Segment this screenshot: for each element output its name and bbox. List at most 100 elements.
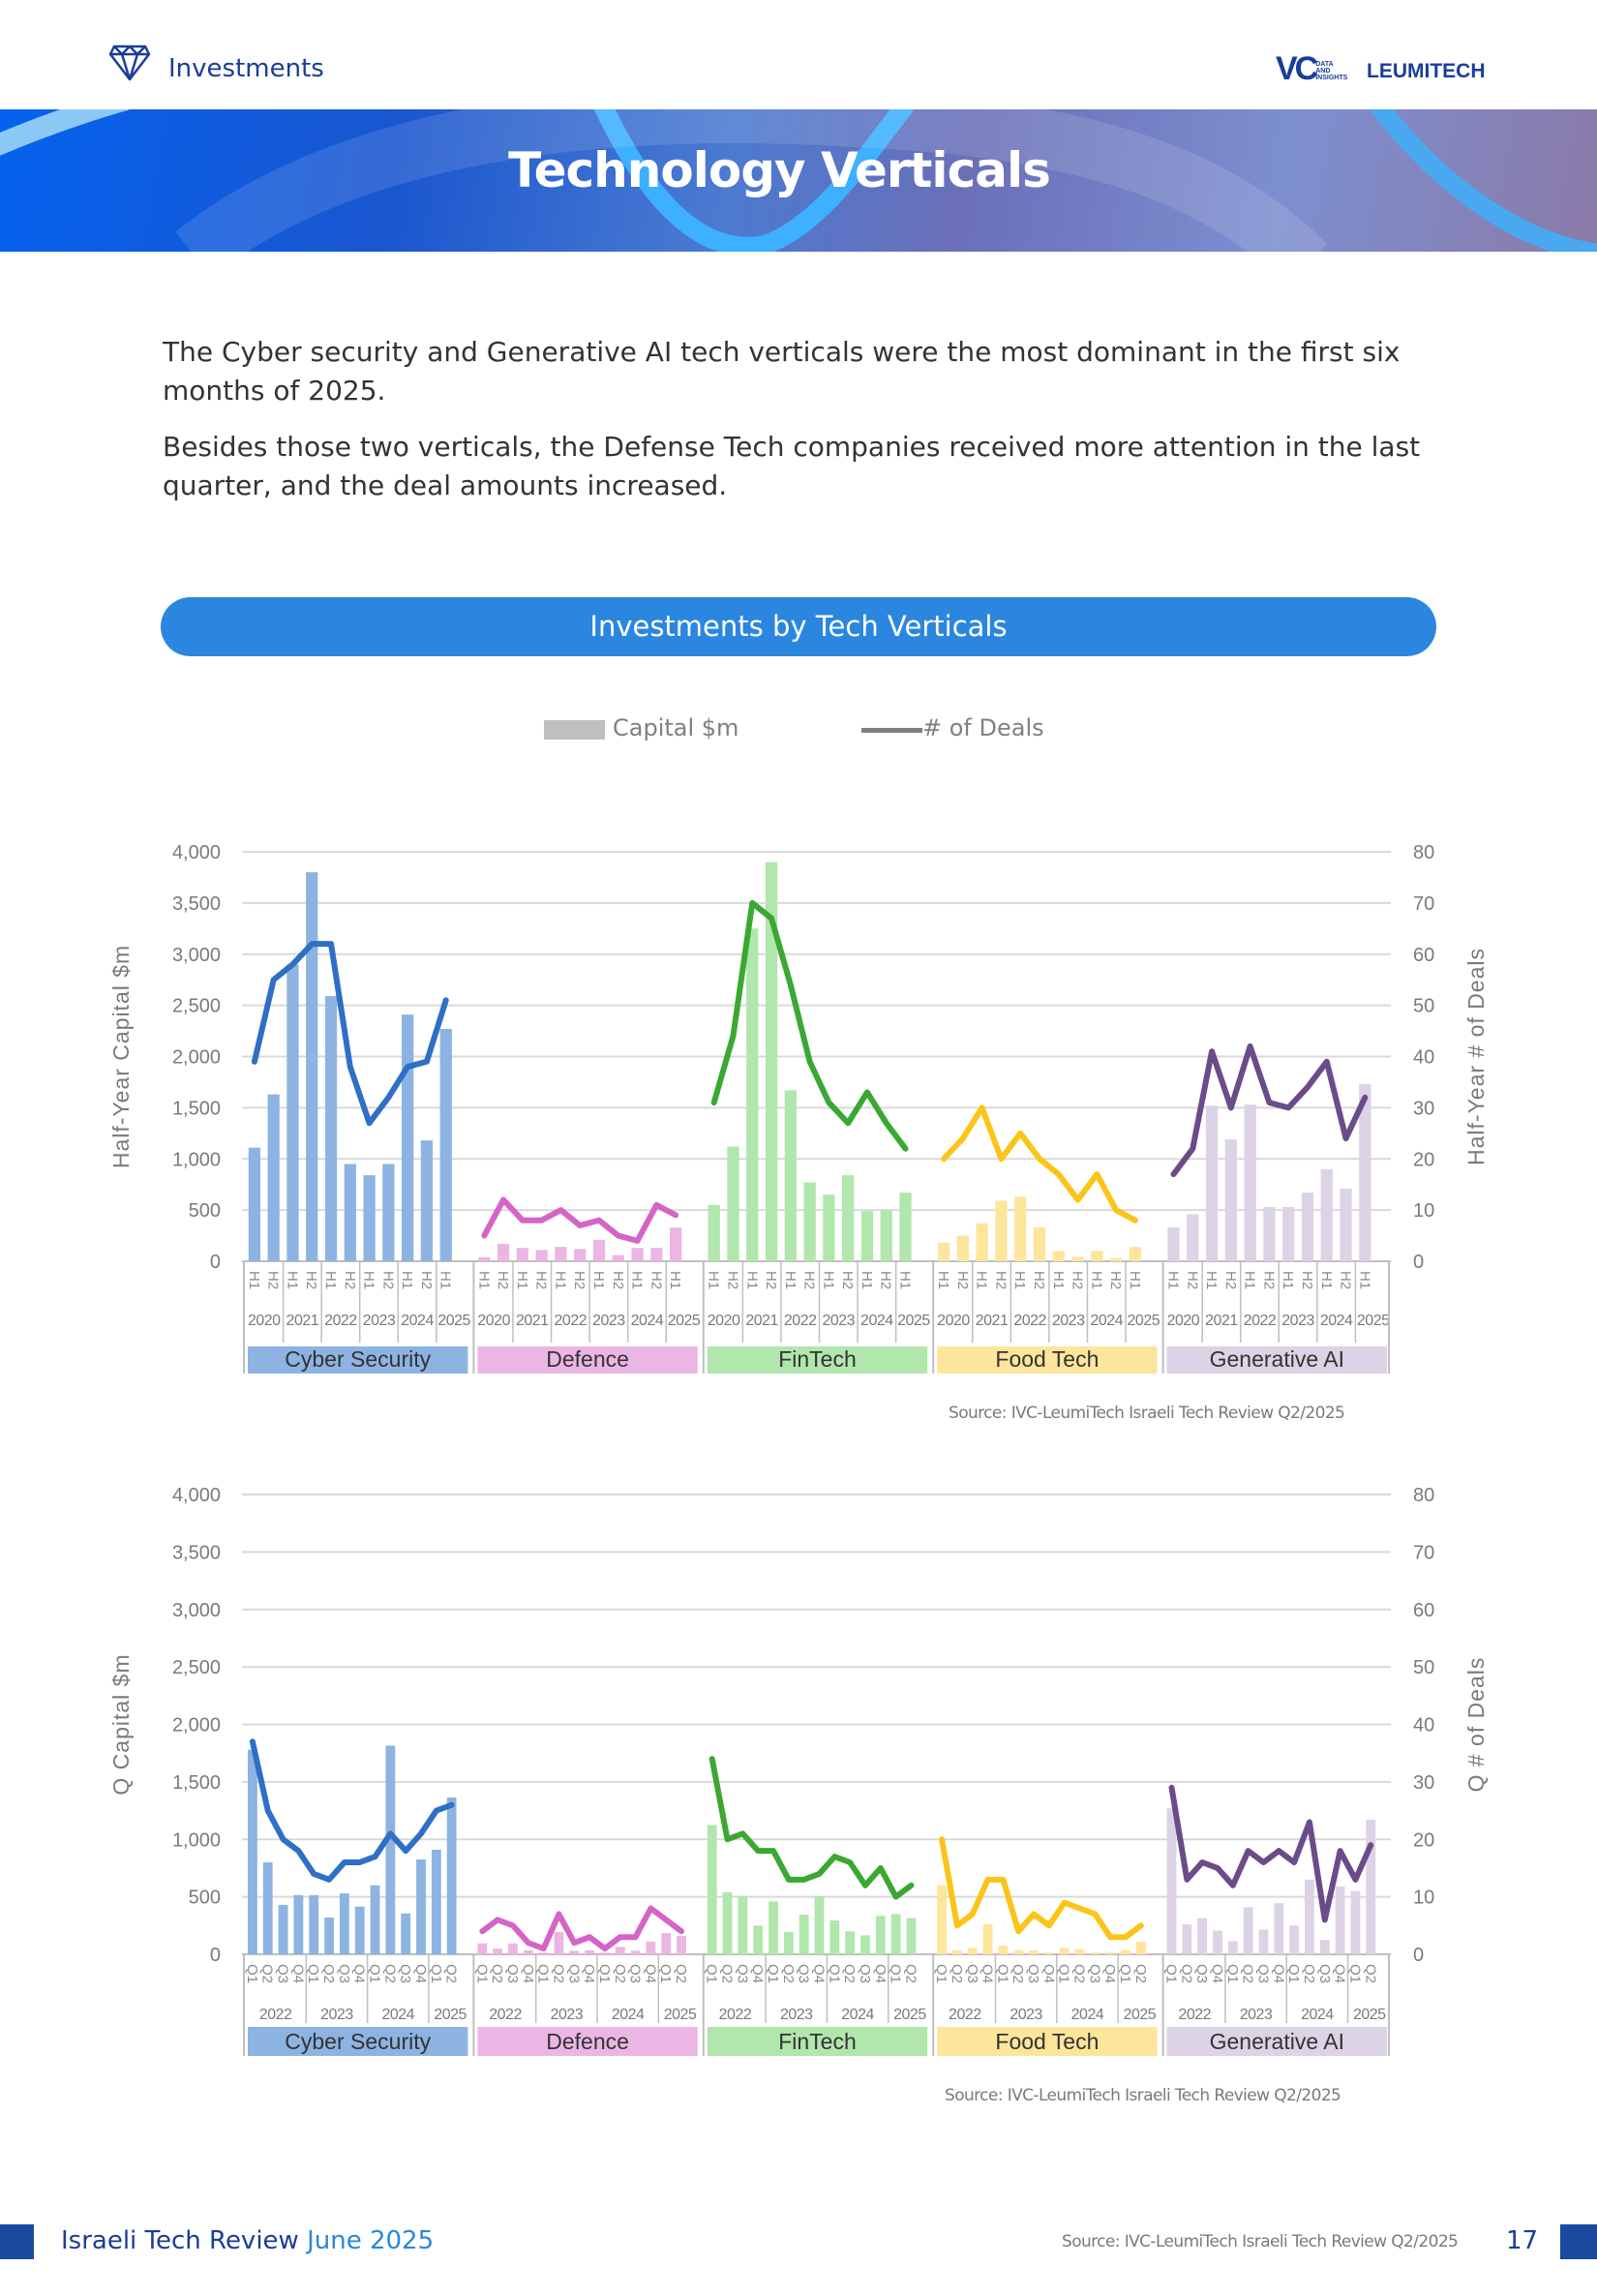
capital-bar (860, 1935, 870, 1954)
deals-line (481, 1196, 679, 1244)
y-right-tick-label: 30 (1413, 1772, 1434, 1794)
period-tick-label: Q4 (1209, 1964, 1225, 1983)
year-tick-label: 2022 (324, 1313, 357, 1329)
year-tick-label: 2024 (612, 2007, 645, 2023)
year-tick-label: 2022 (784, 1313, 817, 1329)
year-tick-label: 2025 (668, 1313, 701, 1329)
capital-bar (324, 1918, 334, 1954)
y-left-tick-label: 0 (210, 1945, 221, 1966)
capital-bar (1105, 1952, 1116, 1954)
period-tick-label: Q2 (1362, 1964, 1378, 1983)
period-tick-label: H2 (495, 1271, 511, 1289)
capital-bar (783, 1931, 794, 1954)
category-label: Food Tech (995, 2029, 1099, 2054)
year-tick-label: 2021 (1205, 1313, 1238, 1329)
y-left-tick-label: 3,000 (172, 945, 221, 966)
y-left-axis-title: Half-Year Capital $m (108, 945, 134, 1168)
capital-bar (1350, 1890, 1361, 1954)
capital-bar (262, 1862, 273, 1954)
deals-line (251, 941, 449, 1127)
capital-bar (555, 1247, 567, 1261)
capital-bar (669, 1227, 682, 1261)
period-tick-label: H1 (514, 1271, 530, 1289)
period-tick-label: Q2 (841, 1964, 858, 1983)
period-tick-label: Q4 (351, 1964, 368, 1983)
y-right-tick-label: 30 (1413, 1098, 1434, 1119)
y-left-tick-label: 1,000 (172, 1149, 221, 1170)
capital-bar (293, 1894, 304, 1954)
capital-bar (976, 1223, 988, 1261)
period-tick-label: H2 (724, 1271, 740, 1289)
period-tick-label: H1 (1280, 1271, 1296, 1289)
capital-bar (708, 1204, 720, 1261)
capital-bar (1274, 1903, 1284, 1954)
y-left-tick-label: 3,500 (172, 1542, 221, 1563)
period-tick-label: Q2 (612, 1964, 628, 1983)
period-tick-label: H1 (475, 1271, 492, 1289)
year-tick-label: 2023 (320, 2007, 353, 2023)
capital-bar (1335, 1886, 1345, 1954)
y-right-tick-label: 80 (1413, 842, 1434, 863)
category-label: Cyber Security (285, 1346, 431, 1372)
period-tick-label: Q4 (979, 1964, 996, 1983)
y-right-tick-label: 60 (1413, 1600, 1434, 1621)
capital-bar (477, 1943, 488, 1954)
y-right-tick-label: 70 (1413, 893, 1434, 915)
category-label: Food Tech (995, 1346, 1099, 1372)
capital-bar (612, 1254, 624, 1261)
capital-bar (784, 1090, 797, 1261)
period-tick-label: H1 (552, 1271, 568, 1289)
year-tick-label: 2020 (477, 1313, 510, 1329)
capital-bar (278, 1904, 288, 1954)
period-tick-label: Q2 (902, 1964, 919, 1983)
period-tick-label: Q2 (1132, 1964, 1149, 1983)
deals-line (708, 1756, 915, 1900)
year-tick-label: 2022 (1244, 1313, 1277, 1329)
period-tick-label: Q3 (964, 1964, 980, 1983)
period-tick-label: H1 (399, 1271, 415, 1289)
period-tick-label: Q3 (1025, 1964, 1041, 1983)
period-tick-label: Q3 (1193, 1964, 1210, 1983)
capital-bar (267, 1094, 280, 1261)
page-number: 17 (1506, 2226, 1539, 2255)
period-tick-label: H1 (1164, 1271, 1181, 1289)
period-tick-label: H2 (992, 1271, 1009, 1289)
period-tick-label: H2 (1260, 1271, 1277, 1289)
category-label-box (477, 1346, 698, 1374)
capital-bar (875, 1916, 886, 1954)
deals-line (710, 899, 909, 1152)
capital-bar (324, 996, 338, 1261)
capital-bar (248, 1749, 257, 1954)
capital-bar (995, 1200, 1008, 1261)
period-tick-label: H2 (342, 1271, 358, 1289)
period-tick-label: H1 (935, 1271, 951, 1289)
period-tick-label: Q1 (1117, 1964, 1133, 1983)
period-tick-label: H2 (571, 1271, 588, 1289)
period-tick-label: Q4 (749, 1964, 766, 1983)
y-right-tick-label: 10 (1413, 1200, 1434, 1222)
year-tick-label: 2020 (1167, 1313, 1200, 1329)
y-left-tick-label: 1,500 (172, 1098, 221, 1119)
period-tick-label: Q4 (581, 1964, 597, 1983)
capital-bar (306, 872, 318, 1261)
y-right-tick-label: 50 (1413, 1657, 1434, 1678)
y-right-tick-label: 40 (1413, 1047, 1434, 1069)
category-label-box (707, 1346, 928, 1374)
year-tick-label: 2023 (1240, 2007, 1273, 2023)
period-tick-label: Q3 (397, 1964, 413, 1983)
category-label-box (477, 2027, 698, 2056)
capital-bar (1305, 1879, 1314, 1954)
half-year-chart: 0 0 500 10 1,000 20 1,500 30 2,000 40 2,500 50 3,000… (108, 842, 1489, 1374)
capital-bar (952, 1949, 962, 1954)
capital-bar (1110, 1257, 1123, 1261)
period-tick-label: H2 (1107, 1271, 1124, 1289)
period-tick-label: Q3 (627, 1964, 644, 1983)
ivc-logo-subtext: DATA AND INSIGHTS (1315, 60, 1348, 81)
capital-bar (1013, 1949, 1024, 1954)
period-tick-label: H1 (743, 1271, 760, 1289)
period-tick-label: H1 (246, 1271, 262, 1289)
capital-bar (1121, 1949, 1130, 1954)
period-tick-label: H1 (284, 1271, 300, 1289)
year-tick-label: 2024 (631, 1313, 664, 1329)
category-label: Generative AI (1210, 1346, 1344, 1372)
